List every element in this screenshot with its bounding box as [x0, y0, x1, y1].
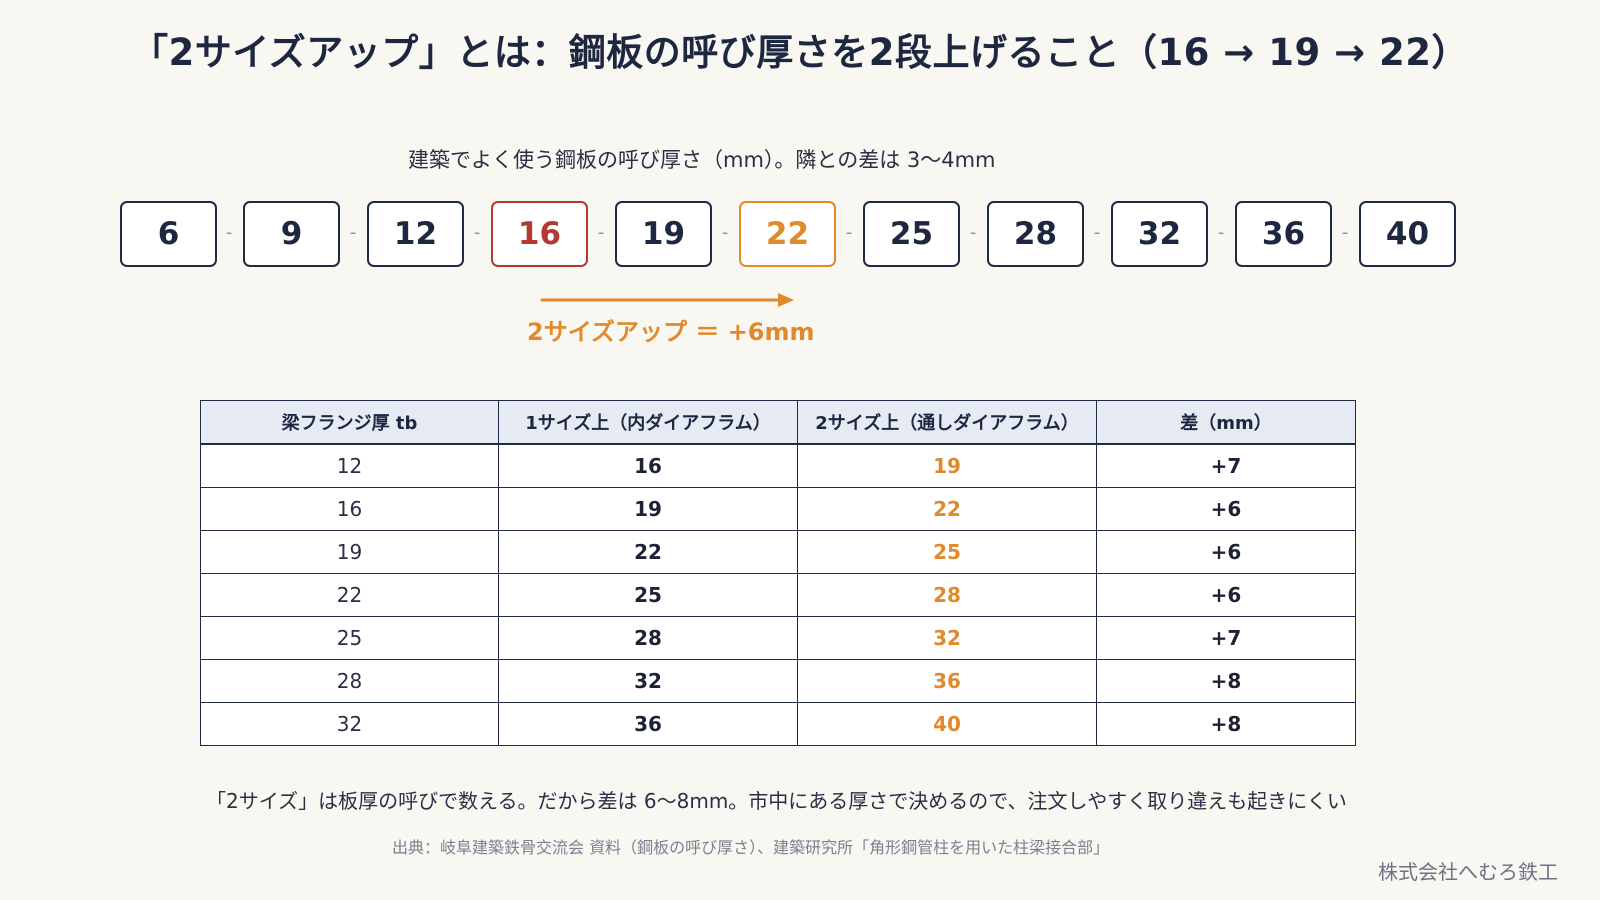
cell-difference: +7: [1096, 443, 1356, 488]
cell-one-size-up: 28: [498, 616, 798, 660]
size-separator: -: [1217, 222, 1225, 243]
cell-one-size-up: 36: [498, 702, 798, 746]
cell-two-size-up: 28: [797, 573, 1097, 617]
cell-difference: +8: [1096, 702, 1356, 746]
size-separator: -: [1341, 222, 1349, 243]
header-one-size-up: 1サイズ上（内ダイアフラム）: [498, 400, 798, 445]
size-separator: -: [597, 222, 605, 243]
table-row: 19 22 25 +6: [200, 530, 1356, 574]
cell-one-size-up: 16: [498, 443, 798, 488]
table-row: 28 32 36 +8: [200, 659, 1356, 703]
cell-flange: 19: [200, 530, 499, 574]
source-citation: 出典：岐阜建築鉄骨交流会 資料（鋼板の呼び厚さ）、建築研究所「角形鋼管柱を用いた…: [392, 838, 1110, 857]
cell-one-size-up: 32: [498, 659, 798, 703]
size-chip-16-start: 16: [491, 201, 588, 267]
size-separator: -: [721, 222, 729, 243]
cell-one-size-up: 25: [498, 573, 798, 617]
cell-difference: +6: [1096, 530, 1356, 574]
size-chip-19: 19: [615, 201, 712, 267]
cell-one-size-up: 19: [498, 487, 798, 531]
cell-difference: +8: [1096, 659, 1356, 703]
size-chip-9: 9: [243, 201, 340, 267]
size-separator: -: [1093, 222, 1101, 243]
cell-two-size-up: 22: [797, 487, 1097, 531]
cell-flange: 16: [200, 487, 499, 531]
table-row: 16 19 22 +6: [200, 487, 1356, 531]
header-two-size-up: 2サイズ上（通しダイアフラム）: [797, 400, 1097, 445]
size-chip-36: 36: [1235, 201, 1332, 267]
size-separator: -: [969, 222, 977, 243]
size-chip-12: 12: [367, 201, 464, 267]
two-size-jump-arrow-icon: [540, 293, 794, 307]
size-chip-6: 6: [120, 201, 217, 267]
size-separator: -: [845, 222, 853, 243]
size-chip-25: 25: [863, 201, 960, 267]
table-header-row: 梁フランジ厚 tb 1サイズ上（内ダイアフラム） 2サイズ上（通しダイアフラム）…: [200, 400, 1356, 445]
cell-flange: 12: [200, 443, 499, 488]
company-name: 株式会社へむろ鉄工: [1378, 860, 1558, 884]
cell-difference: +7: [1096, 616, 1356, 660]
jump-label: 2サイズアップ ＝ +6mm: [527, 318, 815, 346]
cell-flange: 28: [200, 659, 499, 703]
size-separator: -: [349, 222, 357, 243]
table-row: 25 28 32 +7: [200, 616, 1356, 660]
cell-flange: 22: [200, 573, 499, 617]
size-chip-28: 28: [987, 201, 1084, 267]
header-difference: 差（mm）: [1096, 400, 1356, 445]
cell-flange: 25: [200, 616, 499, 660]
cell-two-size-up: 36: [797, 659, 1097, 703]
header-flange-thickness: 梁フランジ厚 tb: [200, 400, 499, 445]
cell-flange: 32: [200, 702, 499, 746]
table-row: 32 36 40 +8: [200, 702, 1356, 746]
page-title: 「2サイズアップ」とは：鋼板の呼び厚さを2段上げること（16 → 19 → 22…: [131, 31, 1469, 74]
size-chip-22-target: 22: [739, 201, 836, 267]
size-scale-caption: 建築でよく使う鋼板の呼び厚さ（mm）。隣との差は 3〜4mm: [408, 148, 996, 172]
cell-two-size-up: 40: [797, 702, 1097, 746]
cell-difference: +6: [1096, 573, 1356, 617]
table-row: 22 25 28 +6: [200, 573, 1356, 617]
thickness-table: 梁フランジ厚 tb 1サイズ上（内ダイアフラム） 2サイズ上（通しダイアフラム）…: [200, 400, 1356, 746]
size-separator: -: [225, 222, 233, 243]
cell-one-size-up: 22: [498, 530, 798, 574]
table-row: 12 16 19 +7: [200, 443, 1356, 488]
size-chip-40: 40: [1359, 201, 1456, 267]
size-separator: -: [473, 222, 481, 243]
cell-difference: +6: [1096, 487, 1356, 531]
cell-two-size-up: 19: [797, 443, 1097, 488]
summary-note: 「2サイズ」は板厚の呼びで数える。だから差は 6〜8mm。市中にある厚さで決める…: [206, 789, 1347, 813]
cell-two-size-up: 32: [797, 616, 1097, 660]
size-chip-32: 32: [1111, 201, 1208, 267]
cell-two-size-up: 25: [797, 530, 1097, 574]
